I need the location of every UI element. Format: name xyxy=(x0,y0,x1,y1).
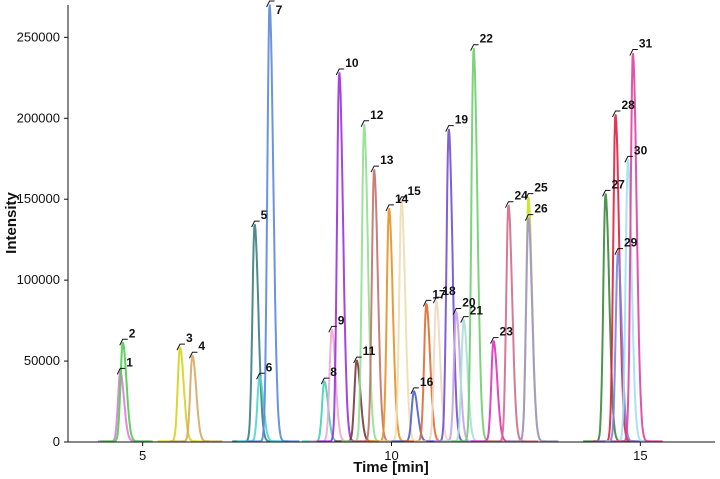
peak-label-leader xyxy=(256,372,265,380)
peak-label-leader xyxy=(188,351,198,359)
peak-label: 4 xyxy=(198,339,205,353)
peak-labels: 12 34567891011121314151617181920212223242… xyxy=(116,0,653,395)
peak-label: 22 xyxy=(480,32,494,46)
x-axis-ticks: 5 10 15 xyxy=(139,442,648,463)
peak-label: 9 xyxy=(338,313,345,327)
peak-label: 3 xyxy=(186,331,193,345)
peak-trace-1 xyxy=(97,370,151,443)
y-axis-title: Intensity xyxy=(3,192,20,254)
peak-trace-4 xyxy=(169,354,223,443)
peak-trace-22 xyxy=(450,47,504,443)
peak-label: 6 xyxy=(266,360,273,374)
peak-label: 12 xyxy=(370,108,384,122)
x-tick-label: 15 xyxy=(633,448,647,463)
peak-label-leader xyxy=(398,196,407,204)
peak-label-leader xyxy=(470,44,479,51)
peak-label-leader xyxy=(335,68,345,76)
y-tick-label: 150000 xyxy=(17,191,60,206)
peak-label-leader xyxy=(385,204,395,212)
peak-label-leader xyxy=(328,325,337,333)
y-tick-label: 50000 xyxy=(24,353,60,368)
peak-label: 29 xyxy=(624,236,638,250)
peak-label-leader xyxy=(176,343,185,351)
peak-label: 16 xyxy=(420,375,434,389)
chromatogram-traces xyxy=(97,4,664,443)
peak-label-leader xyxy=(360,120,370,127)
peak-label: 10 xyxy=(345,56,359,70)
peak-trace-26 xyxy=(505,217,559,443)
peak-label: 26 xyxy=(534,202,548,216)
peak-label: 20 xyxy=(462,296,476,310)
peak-label: 5 xyxy=(261,208,268,222)
peak-label: 2 xyxy=(129,326,136,340)
peak-label: 28 xyxy=(621,98,635,112)
peak-label: 11 xyxy=(363,344,376,358)
peak-label-leader xyxy=(524,214,534,221)
peak-label-leader xyxy=(624,155,633,163)
peak-label: 15 xyxy=(407,184,421,198)
peak-label-leader xyxy=(524,193,534,200)
x-tick-label: 10 xyxy=(384,448,398,463)
peak-trace-6 xyxy=(236,375,290,443)
y-axis-ticks: 0 50000 100000 150000 200000 250000 xyxy=(17,29,68,449)
x-tick-label: 5 xyxy=(139,448,146,463)
peak-label-leader xyxy=(410,387,419,395)
y-tick-label: 250000 xyxy=(17,29,60,44)
x-axis-title: Time [min] xyxy=(353,459,429,476)
peak-label-leader xyxy=(602,189,611,197)
peak-trace-3 xyxy=(157,346,211,443)
peak-label-leader xyxy=(116,367,126,375)
peak-label: 13 xyxy=(380,153,394,167)
peak-label-leader xyxy=(612,110,621,118)
peak-label: 1 xyxy=(126,355,133,369)
peak-label-leader xyxy=(320,377,330,385)
peak-label: 21 xyxy=(470,304,484,318)
peak-label-leader xyxy=(432,296,442,304)
peak-trace-29 xyxy=(595,251,649,443)
peak-trace-2 xyxy=(99,341,153,443)
peak-label-leader xyxy=(266,0,275,8)
peak-label-leader xyxy=(629,49,638,56)
peak-trace-31 xyxy=(610,52,664,443)
peak-label-leader xyxy=(445,125,454,132)
peak-label-leader xyxy=(251,220,260,228)
peak-label-leader xyxy=(505,201,514,208)
peak-label: 24 xyxy=(514,189,528,203)
peak-label: 23 xyxy=(500,325,514,339)
peak-label: 18 xyxy=(442,284,456,298)
peak-label: 19 xyxy=(455,113,469,127)
y-tick-label: 100000 xyxy=(17,272,60,287)
peak-trace-27 xyxy=(582,193,636,443)
peak-label-leader xyxy=(460,316,469,323)
peak-label-leader xyxy=(353,356,362,364)
peak-label: 25 xyxy=(534,181,548,195)
peak-label: 7 xyxy=(276,3,283,17)
y-tick-label: 0 xyxy=(53,434,60,449)
peak-label: 30 xyxy=(634,143,648,157)
peak-trace-7 xyxy=(246,4,300,443)
peak-label-leader xyxy=(422,299,432,307)
peak-label-leader xyxy=(490,337,499,344)
peak-label-leader xyxy=(119,338,128,346)
peak-trace-24 xyxy=(485,204,539,443)
peak-label: 8 xyxy=(330,365,337,379)
peak-label: 27 xyxy=(612,177,626,191)
peak-label-leader xyxy=(614,248,623,255)
peak-label-leader xyxy=(370,165,380,173)
y-tick-label: 200000 xyxy=(17,110,60,125)
peak-label-leader xyxy=(452,308,462,315)
peak-label: 31 xyxy=(639,37,653,51)
